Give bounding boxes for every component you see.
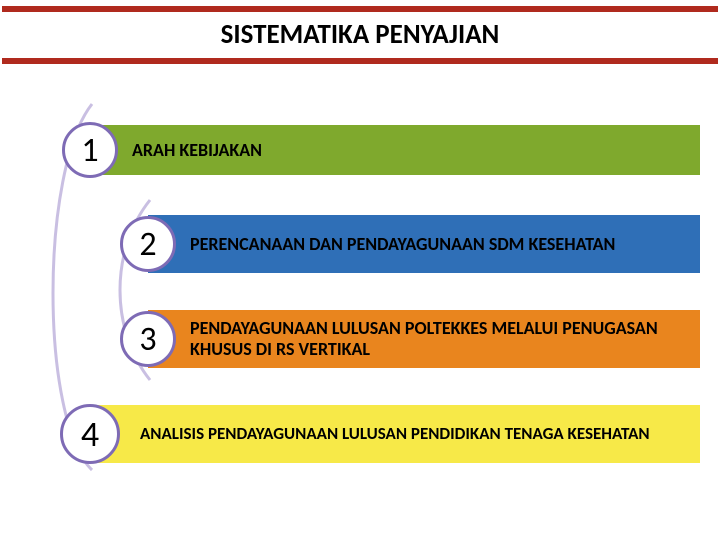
item-label-4: ANALISIS PENDAYAGUNAAN LULUSAN PENDIDIKA… xyxy=(140,424,650,444)
item-number-1: 1 xyxy=(81,130,98,171)
item-label-1: ARAH KEBIJAKAN xyxy=(132,140,262,161)
item-bar-2: PERENCANAAN DAN PENDAYAGUNAAN SDM KESEHA… xyxy=(148,215,700,273)
item-label-3: PENDAYAGUNAAN LULUSAN POLTEKKES MELALUI … xyxy=(190,318,688,359)
item-number-circle-3: 3 xyxy=(120,311,176,367)
item-number-circle-4: 4 xyxy=(60,404,120,464)
item-number-3: 3 xyxy=(139,319,156,360)
item-bar-4: ANALISIS PENDAYAGUNAAN LULUSAN PENDIDIKA… xyxy=(90,405,700,463)
item-label-2: PERENCANAAN DAN PENDAYAGUNAAN SDM KESEHA… xyxy=(190,234,615,255)
slide: SISTEMATIKA PENYAJIAN ARAH KEBIJAKAN1PER… xyxy=(0,0,720,540)
item-bar-1: ARAH KEBIJAKAN xyxy=(90,125,700,175)
item-number-circle-2: 2 xyxy=(120,216,176,272)
item-number-4: 4 xyxy=(81,412,99,456)
item-number-circle-1: 1 xyxy=(62,122,118,178)
item-number-2: 2 xyxy=(139,224,156,265)
item-bar-3: PENDAYAGUNAAN LULUSAN POLTEKKES MELALUI … xyxy=(148,310,700,368)
